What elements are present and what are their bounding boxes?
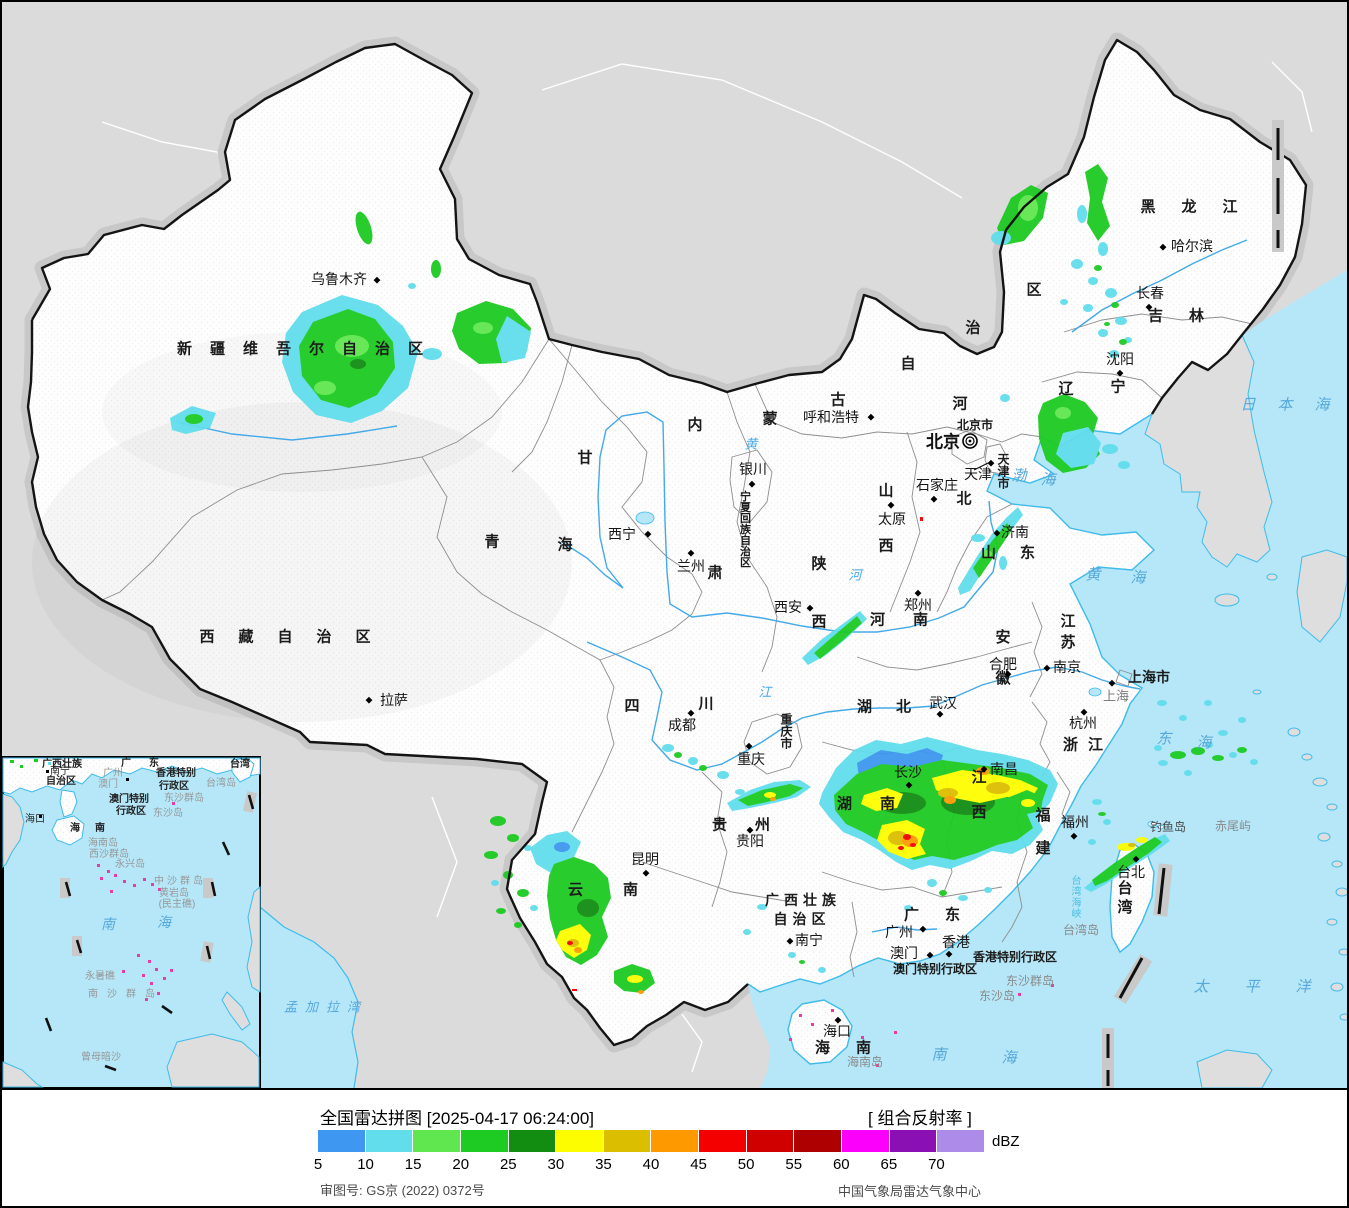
map-title: 全国雷达拼图 [2025-04-17 06:24:00] [320,1109,595,1128]
tick-60: 60 [832,1156,850,1173]
colorbar-cell-60 [842,1130,890,1152]
colorbar-cell-30 [556,1130,604,1152]
sea-demarcation-bars [1102,120,1284,1088]
inset-taiwan [231,757,255,783]
tianjin-pointer-line [973,462,989,471]
colorbar-cell-5 [318,1130,366,1152]
colorbar-cell-65 [889,1130,938,1152]
tick-5: 5 [313,1156,323,1173]
colorbar-cell-70 [937,1130,984,1152]
inset-hainan [51,815,85,846]
dbz-tick-labels: 5 10 15 20 25 30 35 40 45 50 55 60 65 70 [2,1156,1347,1174]
tick-70: 70 [928,1156,945,1173]
island-marks [789,984,1054,1067]
issuing-organization: 中国气象局雷达气象中心 [838,1184,982,1199]
foreign-lands [1144,334,1347,1088]
national-border [26,38,1308,1047]
colorbar-cell-50 [746,1130,795,1152]
tick-20: 20 [452,1156,470,1173]
taihu-lake [1088,687,1102,697]
colorbar-cell-10 [365,1130,414,1152]
colorbar-cell-45 [699,1130,747,1152]
china-coastline [747,413,1156,993]
colorbar-cell-15 [413,1130,461,1152]
tick-30: 30 [547,1156,565,1173]
dbz-unit-label: dBZ [992,1133,1020,1150]
tick-10: 10 [357,1156,374,1173]
inset-south-china-sea [2,756,261,1088]
beijing-capital-marker [962,433,978,449]
diaoyu-islets [1147,821,1164,830]
tick-65: 65 [880,1156,898,1173]
jeju-island [1214,593,1240,607]
dbz-colorbar [318,1130,984,1152]
inset-island-marks [97,802,175,1001]
map-canvas [2,2,1347,1088]
map-license-number: 审图号: GS京 (2022) 0372号 [320,1183,485,1198]
tick-55: 55 [785,1156,803,1173]
tick-45: 45 [690,1156,707,1173]
tick-35: 35 [595,1156,612,1173]
radar-echoes [170,164,1258,994]
product-label: [ 组合反射率 ] [868,1109,972,1128]
tick-15: 15 [404,1156,422,1173]
tick-25: 25 [499,1156,517,1173]
nine-dash-line [44,791,257,1072]
hainan-island [787,999,853,1065]
kyushu [1296,549,1347,643]
tick-50: 50 [737,1156,755,1173]
colorbar-cell-40 [651,1130,700,1152]
china-radar-map: 新疆维吾尔自治区 西藏自治区青海甘肃内蒙古自治区宁夏回族自治区陕西山西河北山东 河南… [2,2,1347,1088]
qinghai-lake [635,511,655,525]
colorbar-cell-35 [603,1130,652,1152]
luzon [1196,1049,1273,1088]
bengal-coast [259,906,359,1088]
foreign-borders [101,61,1313,1073]
legend-panel: 全国雷达拼图 [2025-04-17 06:24:00] [ 组合反射率 ] 5… [2,1088,1347,1206]
tick-40: 40 [642,1156,660,1173]
colorbar-cell-20 [460,1130,509,1152]
colorbar-cell-55 [794,1130,843,1152]
bengal-bay-area [260,907,358,1088]
colorbar-cell-25 [508,1130,557,1152]
rivers [176,239,1248,933]
